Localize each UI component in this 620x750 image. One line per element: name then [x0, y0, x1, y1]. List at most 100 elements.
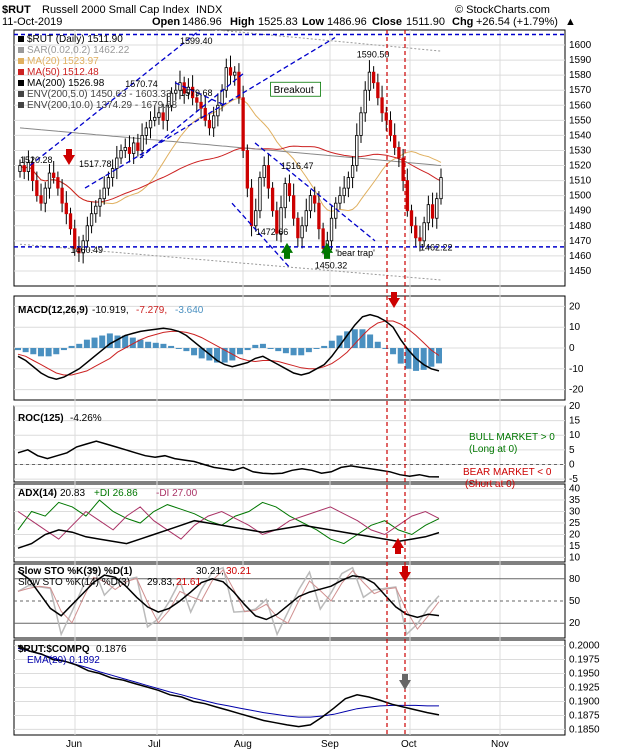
- macd-histogram-bar: [397, 348, 404, 364]
- candle-body: [363, 89, 367, 114]
- channel-top-line: [29, 30, 201, 167]
- candle-body: [388, 119, 393, 136]
- macd-histogram-bar: [160, 343, 167, 348]
- open-value: 1486.96: [182, 16, 222, 28]
- sto39-d-value: 30.21: [226, 566, 251, 577]
- plus-di-value: +DI 26.86: [94, 488, 138, 499]
- macd-histogram-bar: [405, 348, 412, 369]
- up-arrow-icon: [281, 242, 293, 259]
- rel-tick-label: 0.1925: [569, 683, 600, 694]
- candle-body: [367, 71, 372, 91]
- candle-body: [249, 187, 254, 227]
- candle-body: [228, 67, 233, 76]
- macd-histogram-bar: [305, 348, 312, 353]
- candle-body: [359, 112, 363, 136]
- low-value: 1486.96: [327, 16, 367, 28]
- price-legend-item: MA(200) 1526.98: [27, 78, 105, 89]
- ema20-legend: EMA(20) 0.1892: [27, 655, 100, 666]
- roc-tick-label: 5: [569, 445, 575, 456]
- candle-body: [262, 165, 266, 178]
- macd-histogram-bar: [298, 348, 305, 356]
- up-arrow-icon: [392, 538, 404, 554]
- candle-body: [47, 172, 52, 189]
- candle-body: [266, 165, 271, 189]
- price-tick-label: 1530: [569, 145, 592, 156]
- macd-histogram-bar: [83, 339, 90, 348]
- adx-line: [17, 519, 440, 549]
- month-tick-label: Oct: [401, 739, 417, 750]
- macd-histogram-bar: [99, 335, 106, 348]
- macd-histogram-bar: [336, 335, 343, 348]
- price-tick-label: 1570: [569, 85, 592, 96]
- downtrend-line: [254, 142, 376, 242]
- candle-body: [435, 198, 439, 219]
- candle-body: [98, 198, 102, 207]
- candle-body: [195, 97, 199, 103]
- macd-histogram-bar: [191, 348, 198, 356]
- macd-histogram-bar: [328, 340, 335, 348]
- close-value: 1511.90: [406, 16, 445, 28]
- ma200-line: [19, 127, 442, 166]
- bull-market-label: BULL MARKET > 0: [469, 432, 555, 443]
- price-annotation: 1516.47: [281, 161, 314, 171]
- watermark: © StockCharts.com: [455, 4, 550, 16]
- candle-body: [85, 225, 90, 242]
- candle-body: [380, 97, 384, 114]
- channel-bottom-line: [84, 36, 336, 189]
- adx-tick-label: 10: [569, 552, 581, 563]
- adx-tick-label: 40: [569, 484, 581, 495]
- candle-body: [283, 183, 287, 209]
- axis-ticks: Jun Jul Aug Sep Oct Nov 1450 1460 1470 1480 1490 15…: [66, 40, 600, 750]
- price-series: [14, 30, 565, 281]
- adx-tick-label: 15: [569, 541, 581, 552]
- candle-body: [89, 213, 94, 227]
- candle-body: [409, 210, 414, 227]
- candle-body: [52, 172, 56, 178]
- price-legend-item: ENV(200,5.0) 1450.63 - 1603.33: [27, 89, 172, 100]
- candle-body: [216, 104, 220, 117]
- grid-lines: [14, 30, 565, 735]
- rel-tick-label: 0.2000: [569, 641, 600, 652]
- sto14-k-line: [17, 565, 440, 637]
- macd-histogram-bar: [22, 348, 29, 353]
- roc-line: [17, 440, 440, 478]
- sto-tick-label: 80: [569, 574, 581, 585]
- candle-body: [342, 187, 346, 197]
- candle-body: [94, 205, 98, 215]
- candle-body: [422, 222, 426, 242]
- macd-histogram-bar: [420, 348, 427, 370]
- macd-histogram-bar: [91, 337, 98, 348]
- adx-tick-label: 25: [569, 518, 581, 529]
- candle-body: [254, 210, 258, 227]
- rel-title: $RUT:$COMPQ: [18, 644, 90, 655]
- candle-body: [291, 195, 296, 219]
- macd-histogram-bar: [106, 333, 113, 348]
- candle-body: [371, 71, 376, 84]
- bear-trap-label: 'bear trap': [335, 248, 375, 258]
- candle-body: [279, 207, 283, 234]
- candle-body: [127, 147, 132, 154]
- candle-body: [199, 101, 203, 109]
- breakout-label-box: [270, 81, 322, 97]
- month-tick-label: Jul: [148, 739, 161, 750]
- legend-swatch: [18, 91, 24, 97]
- candle-body: [18, 165, 22, 172]
- price-legend-item: MA(20) 1523.97: [27, 56, 99, 67]
- price-tick-label: 1460: [569, 251, 592, 262]
- roc-tick-label: 0: [569, 459, 575, 470]
- price-legend-item: $RUT (Daily) 1511.90: [27, 34, 123, 45]
- price-tick-label: 1580: [569, 70, 592, 81]
- legend-swatch: [18, 47, 24, 53]
- macd-histogram-bar: [145, 341, 152, 348]
- month-tick-label: Jun: [66, 739, 82, 750]
- price-tick-label: 1600: [569, 40, 592, 51]
- candle-body: [77, 247, 81, 254]
- price-annotation: 1590.50: [357, 49, 390, 59]
- macd-histogram-bar: [367, 334, 374, 348]
- macd-histogram-bar: [198, 348, 205, 359]
- macd-histogram-bar: [436, 348, 442, 364]
- candle-body: [245, 150, 249, 189]
- macd-histogram-bar: [122, 335, 129, 348]
- rel-tick-label: 0.1875: [569, 710, 600, 721]
- macd-signal-value: -7.279,: [136, 305, 167, 316]
